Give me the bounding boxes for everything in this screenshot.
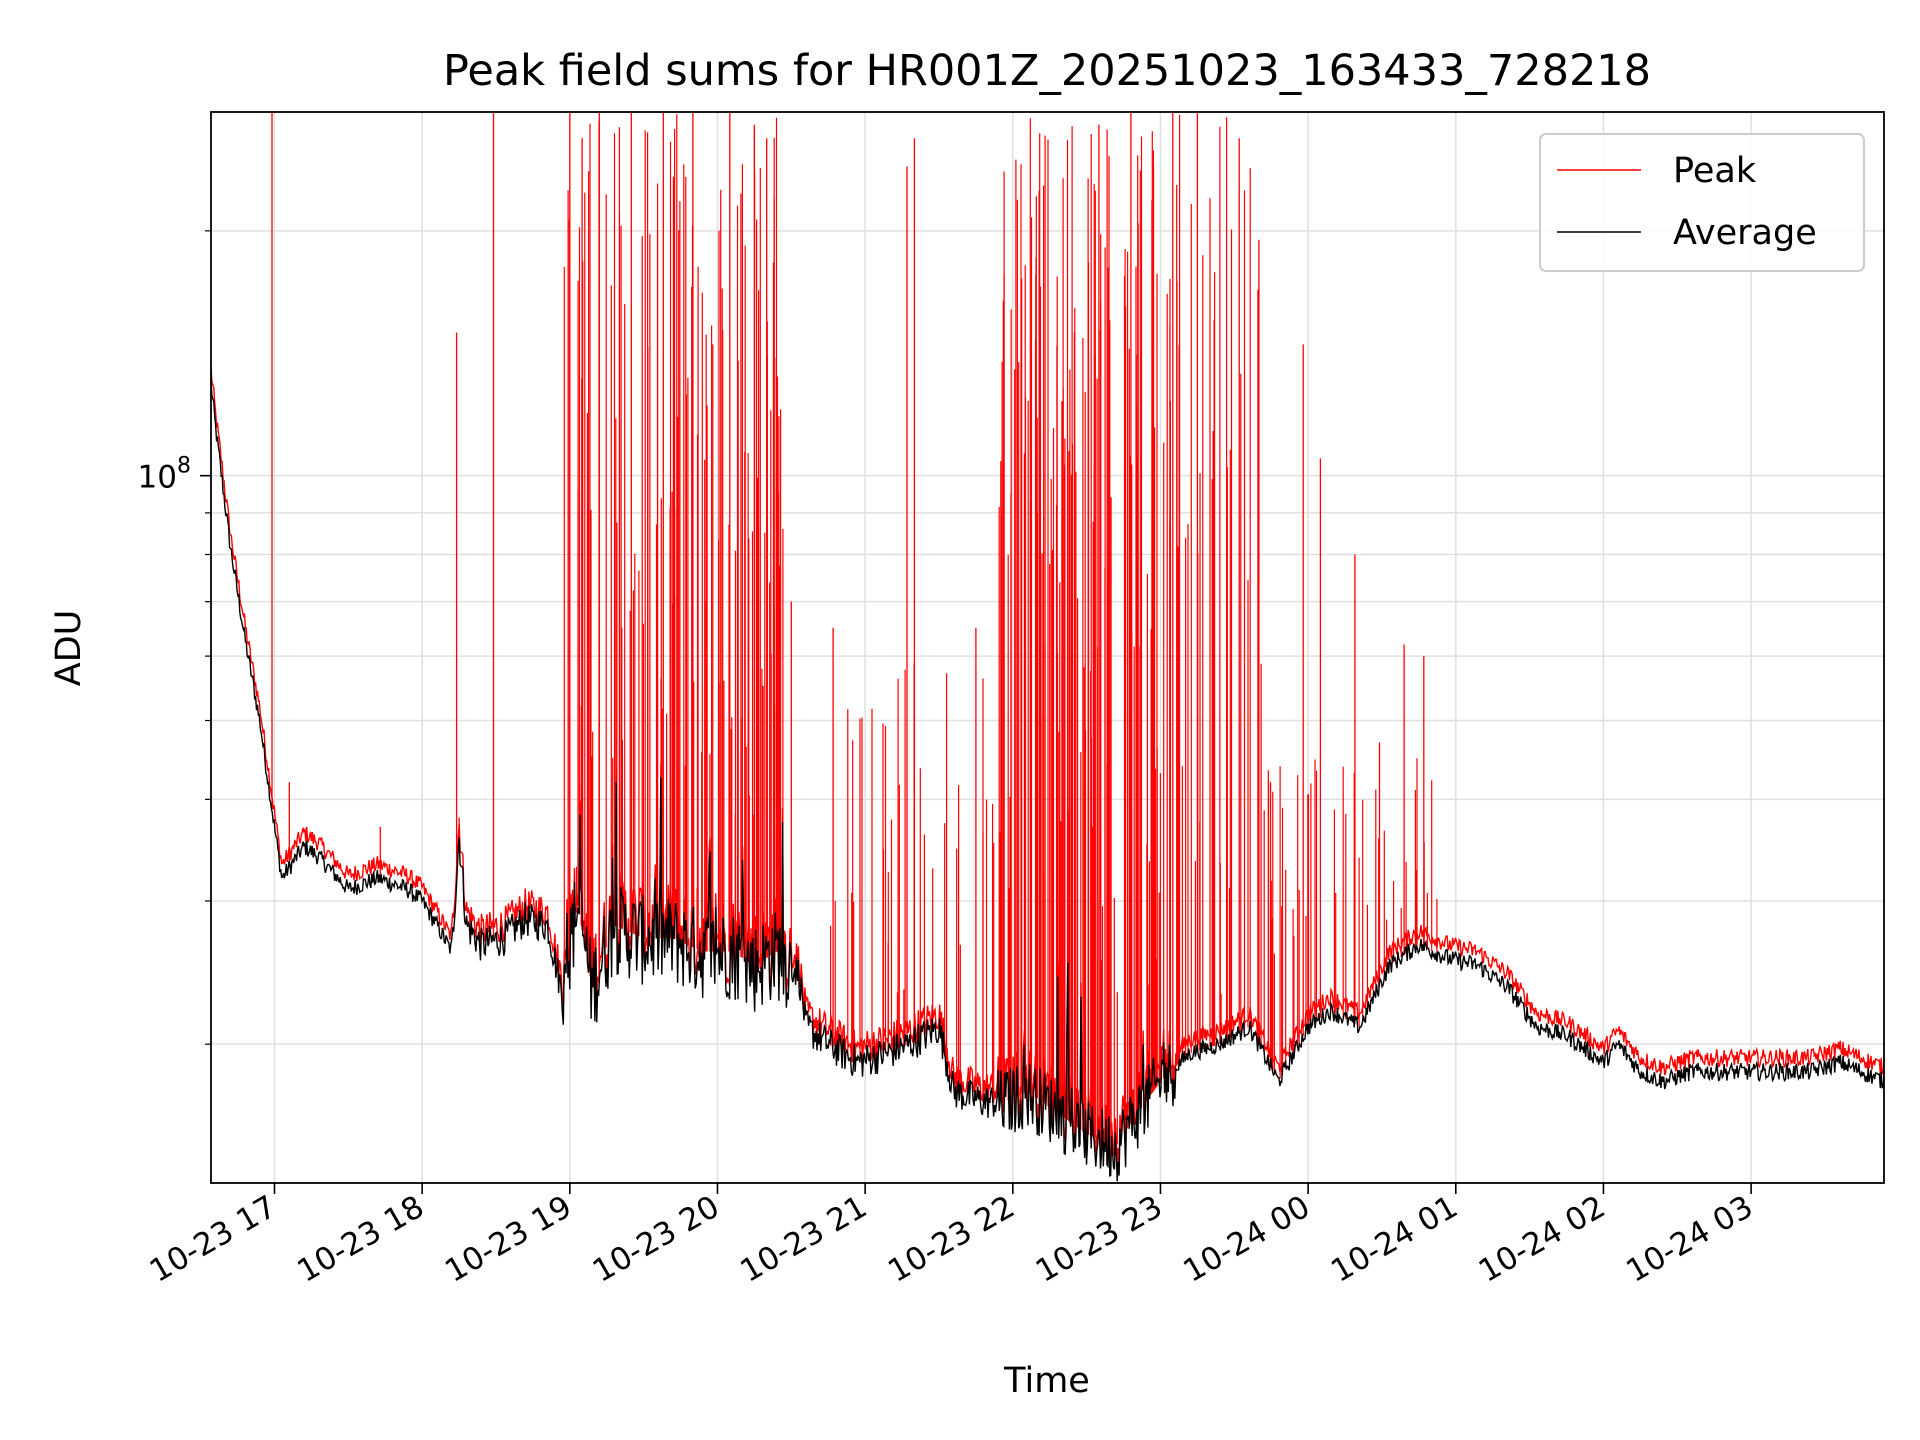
legend-box bbox=[1539, 133, 1865, 272]
series-peak bbox=[210, 112, 1885, 1168]
series-average bbox=[210, 380, 1885, 1182]
legend-average-label: Average bbox=[1673, 213, 1817, 253]
legend-peak-label: Peak bbox=[1673, 151, 1757, 191]
average-line bbox=[210, 380, 1885, 1182]
plot-frame bbox=[210, 111, 1885, 1184]
x-axis-label: Time bbox=[1003, 1361, 1090, 1401]
y-axis-label: ADU bbox=[49, 610, 89, 687]
chart-title: Peak field sums for HR001Z_20251023_1634… bbox=[443, 46, 1651, 96]
legend: Peak Average bbox=[1539, 133, 1865, 272]
